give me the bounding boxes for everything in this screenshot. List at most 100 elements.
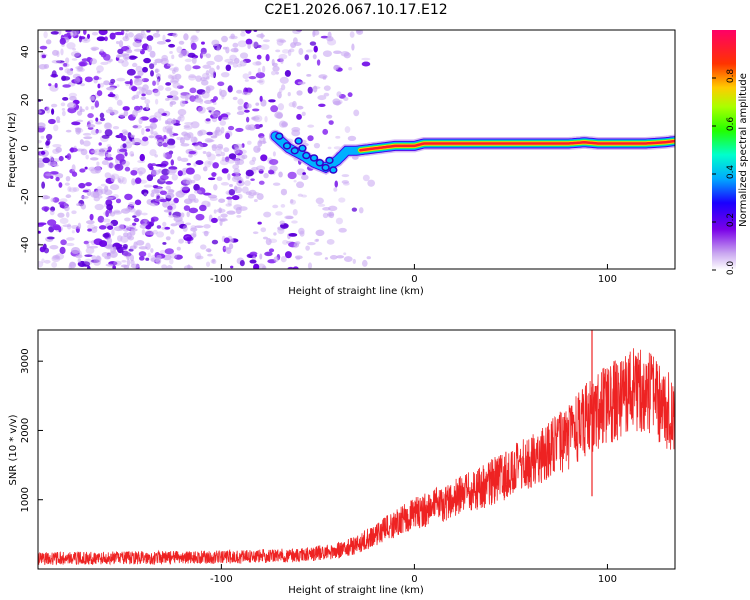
noise-blob <box>273 232 277 236</box>
noise-blob <box>166 63 174 67</box>
noise-blob <box>163 209 172 213</box>
noise-blob <box>313 251 323 256</box>
noise-blob <box>183 265 193 269</box>
snr-plot: -100 0 100 1000 2000 3000 Height of straight… <box>8 329 676 596</box>
noise-blob <box>221 94 225 100</box>
noise-blob <box>141 93 146 97</box>
noise-blob <box>38 122 46 129</box>
noise-blob <box>258 78 265 85</box>
colorbar-tick-label: 0.8 <box>726 69 736 84</box>
noise-blob <box>71 210 77 215</box>
noise-blob <box>322 207 331 211</box>
noise-blob <box>276 38 284 46</box>
noise-blob <box>148 135 155 139</box>
noise-blob <box>116 99 123 106</box>
noise-blob <box>289 48 295 53</box>
noise-blob <box>123 250 131 258</box>
noise-blob <box>164 125 174 131</box>
noise-blob <box>317 203 326 207</box>
noise-blob <box>201 52 208 57</box>
noise-blob <box>244 109 250 113</box>
noise-blob <box>233 47 239 53</box>
noise-blob <box>41 206 50 212</box>
noise-blob <box>89 213 94 221</box>
noise-blob <box>98 240 108 247</box>
noise-blob <box>105 196 114 200</box>
noise-blob <box>284 69 291 77</box>
noise-blob <box>124 193 133 201</box>
noise-blob <box>250 178 255 182</box>
noise-blob <box>125 141 133 149</box>
noise-blob <box>226 210 236 215</box>
noise-blob <box>126 259 131 267</box>
noise-blob <box>248 75 257 80</box>
noise-blob <box>85 154 89 160</box>
noise-blob <box>105 263 114 267</box>
noise-blob <box>146 174 154 182</box>
noise-blob <box>351 207 358 212</box>
noise-blob <box>159 174 169 181</box>
noise-blob <box>241 143 245 148</box>
noise-blob <box>129 230 136 236</box>
noise-blob <box>63 63 68 67</box>
noise-blob <box>291 220 298 224</box>
noise-blob <box>212 162 219 169</box>
noise-blob <box>119 113 126 118</box>
noise-blob <box>133 75 142 79</box>
noise-blob <box>191 142 200 146</box>
noise-blob <box>171 174 179 181</box>
noise-blob <box>45 133 53 141</box>
noise-blob <box>75 127 81 135</box>
noise-blob <box>288 102 296 108</box>
noise-blob <box>94 100 100 108</box>
noise-blob <box>46 139 51 146</box>
noise-blob <box>196 105 203 112</box>
noise-blob <box>162 34 166 42</box>
noise-blob <box>280 57 284 64</box>
noise-blob <box>141 127 145 136</box>
noise-blob <box>327 205 338 212</box>
noise-blobs <box>38 30 376 269</box>
noise-blob <box>235 127 244 132</box>
noise-blob <box>265 237 272 246</box>
noise-blob <box>116 77 126 82</box>
noise-blob <box>262 265 267 269</box>
noise-blob <box>180 212 185 218</box>
noise-blob <box>206 60 215 66</box>
noise-blob <box>179 100 186 107</box>
noise-blob <box>285 215 294 220</box>
noise-blob <box>150 192 155 198</box>
noise-blob <box>113 260 122 266</box>
noise-blob <box>320 35 329 39</box>
noise-blob <box>333 50 342 55</box>
noise-blob <box>227 85 233 93</box>
noise-blob <box>180 143 190 147</box>
noise-blob <box>117 59 125 64</box>
noise-blob <box>146 35 154 42</box>
noise-blob <box>112 265 117 269</box>
noise-blob <box>107 225 114 230</box>
noise-blob <box>223 237 230 244</box>
echo-fragment <box>275 132 284 140</box>
noise-blob <box>115 41 120 45</box>
noise-blob <box>315 238 320 242</box>
noise-blob <box>55 116 61 122</box>
noise-blob <box>42 157 51 164</box>
top-y-tick-label: -20 <box>20 188 31 204</box>
noise-blob <box>181 131 189 137</box>
noise-blob <box>248 189 257 196</box>
noise-blob <box>95 255 101 263</box>
noise-blob <box>227 159 235 164</box>
noise-blob <box>242 73 250 80</box>
noise-blob <box>141 189 149 196</box>
noise-blob <box>223 147 230 153</box>
noise-blob <box>326 114 333 119</box>
noise-blob <box>237 105 243 111</box>
noise-blob <box>256 193 264 201</box>
noise-blob <box>123 232 129 237</box>
noise-blob <box>169 258 174 265</box>
noise-blob <box>188 193 196 201</box>
noise-blob <box>186 162 191 166</box>
noise-blob <box>103 122 113 130</box>
noise-blob <box>161 201 171 208</box>
